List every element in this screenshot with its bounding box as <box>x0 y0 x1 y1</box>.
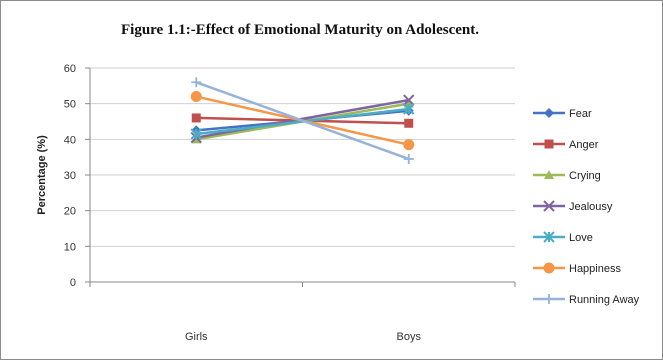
legend-item-anger: Anger <box>533 139 599 151</box>
legend-item-fear: Fear <box>533 108 592 120</box>
data-point <box>191 113 201 123</box>
legend-marker <box>544 294 554 304</box>
data-point <box>191 77 202 88</box>
legend-marker <box>543 231 555 243</box>
legend-label: Fear <box>569 108 592 120</box>
y-tick-label: 20 <box>64 206 76 218</box>
y-tick-label: 40 <box>64 134 76 146</box>
legend-marker <box>544 108 554 118</box>
y-tick-label: 50 <box>64 99 76 111</box>
series-line <box>195 81 410 161</box>
legend-label: Happiness <box>569 263 621 275</box>
legend-label: Crying <box>569 170 601 182</box>
y-tick-label: 60 <box>64 63 76 75</box>
data-point <box>403 153 414 164</box>
data-point <box>404 118 414 128</box>
legend-label: Anger <box>569 139 599 151</box>
data-point <box>403 94 415 106</box>
legend-label: Running Away <box>569 294 640 306</box>
y-axis-label: Percentage (%) <box>36 135 48 215</box>
data-point <box>190 91 202 103</box>
series-line <box>196 98 409 139</box>
legend-marker <box>543 200 555 212</box>
data-point <box>190 128 202 140</box>
x-tick-label: Boys <box>397 331 422 343</box>
legend-marker <box>543 262 555 274</box>
y-tick-label: 10 <box>64 241 76 253</box>
legend-marker <box>544 170 554 179</box>
data-point <box>403 139 415 151</box>
y-tick-label: 0 <box>70 277 76 289</box>
legend-item-jealousy: Jealousy <box>533 200 613 213</box>
y-tick-label: 30 <box>64 170 76 182</box>
chart-title: Figure 1.1:-Effect of Emotional Maturity… <box>120 22 479 38</box>
legend-item-crying: Crying <box>533 170 601 182</box>
legend-item-love: Love <box>533 231 593 244</box>
series-running-away <box>191 77 414 164</box>
data-point <box>403 103 415 115</box>
legend-marker <box>544 139 554 149</box>
legend-item-happiness: Happiness <box>533 262 621 275</box>
legend-label: Jealousy <box>569 201 613 213</box>
legend-item-running-away: Running Away <box>533 294 640 306</box>
legend-label: Love <box>569 232 593 244</box>
x-tick-label: Girls <box>185 331 208 343</box>
